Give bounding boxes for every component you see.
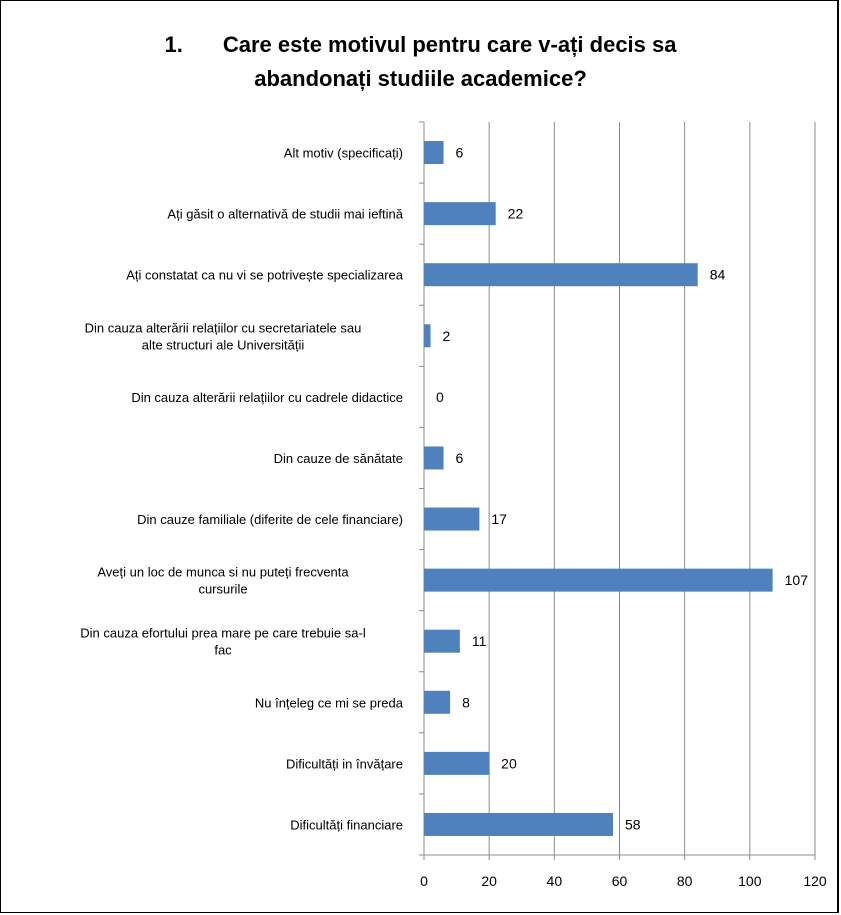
bars — [424, 141, 773, 836]
bar — [424, 507, 480, 531]
data-label: 22 — [508, 206, 524, 222]
data-label: 11 — [472, 633, 487, 649]
data-label: 0 — [436, 389, 444, 405]
category-label: cursurile — [198, 582, 247, 597]
chart-title: 1. Care este motivul pentru care v-ați de… — [0, 28, 841, 96]
category-label: Aveți un loc de munca si nu puteți frecv… — [97, 565, 349, 580]
title-line-1: Care este motivul pentru care v-ați deci… — [222, 32, 677, 57]
bar — [424, 446, 444, 470]
title-line-2: abandonați studiile academice? — [254, 66, 587, 91]
category-label: Din cauze familiale (diferite de cele fi… — [137, 512, 403, 527]
bar — [424, 629, 460, 653]
x-tick-label: 100 — [738, 873, 762, 889]
x-tick-label: 0 — [420, 873, 428, 889]
data-label: 8 — [462, 694, 470, 710]
bar — [424, 568, 773, 592]
x-tick-label: 80 — [677, 873, 693, 889]
bar — [424, 263, 698, 287]
x-tick-label: 60 — [612, 873, 628, 889]
data-label: 20 — [501, 755, 517, 771]
category-label: Dificultăți in învățare — [286, 756, 403, 771]
category-label: Ați găsit o alternativă de studii mai ie… — [167, 207, 403, 222]
category-label: Din cauze de sănătate — [274, 451, 403, 466]
category-label: Ați constatat ca nu vi se potrivește spe… — [126, 268, 404, 283]
bar — [424, 751, 490, 775]
category-label: Nu înțeleg ce mi se preda — [255, 695, 404, 710]
x-tick-label: 20 — [481, 873, 497, 889]
category-label: Dificultăți financiare — [290, 817, 403, 832]
bar — [424, 324, 431, 348]
category-label: fac — [214, 643, 232, 658]
category-label: Din cauza efortului prea mare pe care tr… — [80, 626, 366, 641]
category-label: alte structuri ale Universității — [142, 337, 305, 352]
bar — [424, 141, 444, 165]
x-tick-label: 120 — [803, 873, 827, 889]
data-label: 6 — [456, 145, 464, 161]
title-number: 1. — [164, 32, 183, 57]
x-tick-label: 40 — [547, 873, 563, 889]
data-label: 17 — [491, 511, 507, 527]
bar — [424, 812, 613, 836]
data-label: 84 — [710, 267, 726, 283]
data-label: 107 — [785, 572, 809, 588]
bar — [424, 202, 496, 226]
data-label: 6 — [456, 450, 464, 466]
data-label: 58 — [625, 816, 641, 832]
axes — [419, 121, 816, 860]
bar — [424, 690, 451, 714]
category-label: Din cauza alterării relațiilor cu secret… — [85, 320, 362, 335]
gridlines — [488, 122, 816, 855]
category-label: Din cauza alterării relațiilor cu cadrel… — [131, 390, 403, 405]
category-label: Alt motiv (specificați) — [284, 146, 403, 161]
data-label: 2 — [443, 328, 451, 344]
